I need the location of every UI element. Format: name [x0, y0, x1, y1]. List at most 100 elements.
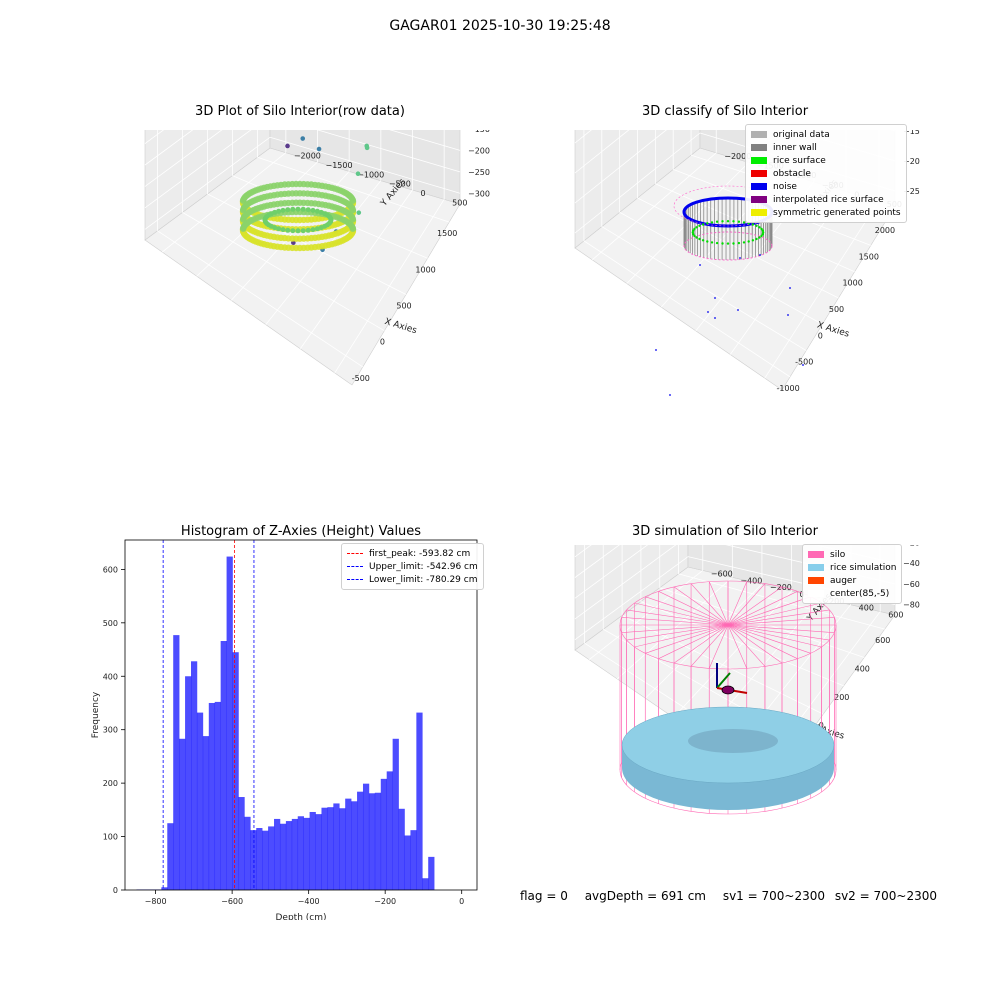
- p2-xtick-label: 1000: [842, 279, 862, 288]
- p2-xtick-label: -500: [795, 358, 813, 367]
- p1-outlier-point: [285, 143, 290, 149]
- p2-ztick-label: −2500: [903, 187, 920, 196]
- histogram-bar: [185, 676, 192, 890]
- p2-noise-point: [655, 349, 657, 351]
- legend-label: inner wall: [773, 142, 817, 153]
- legend-line: [347, 553, 363, 554]
- p1-xtick-label: 1000: [415, 265, 435, 274]
- legend-label: Lower_limit: -780.29 cm: [369, 574, 478, 585]
- p4-xtick-label: 600: [875, 636, 890, 645]
- histogram-bar: [321, 807, 328, 890]
- histogram-bar: [428, 856, 435, 890]
- histogram-bar: [309, 811, 316, 890]
- histogram-bar: [303, 817, 310, 890]
- p3-ytick-label: 500: [103, 619, 118, 628]
- p2-noise-point: [759, 254, 761, 256]
- sv2-text: sv2 = 700~2300: [834, 889, 937, 903]
- sv1-text: sv1 = 700~2300: [722, 889, 825, 903]
- p1-outlier-point: [364, 145, 370, 151]
- histogram-bar: [315, 814, 322, 890]
- legend-label: noise: [773, 181, 797, 192]
- p3-ytick-label: 300: [103, 726, 118, 735]
- plot2-legend-entry: interpolated rice surface: [751, 193, 901, 206]
- p1-x-axis-label: X Axies: [383, 317, 418, 336]
- histogram-bar: [386, 771, 393, 890]
- histogram-bar: [416, 712, 423, 890]
- histogram-bar: [226, 556, 233, 890]
- plot3-legend-entry: first_peak: -593.82 cm: [347, 547, 478, 560]
- p1-ytick-label: −2000: [294, 152, 321, 161]
- p1-outlier-point: [356, 210, 362, 215]
- p4-ztick-label: −200: [903, 545, 920, 548]
- plot3-histogram: −800 −600 −400 −200 0 0 100 200 300 400 500 600 Dept…: [91, 539, 478, 920]
- p4-ytick-label: −600: [711, 569, 733, 578]
- plot2-legend-entry: obstacle: [751, 167, 901, 180]
- plot3-title: Histogram of Z-Axies (Height) Values: [180, 524, 422, 539]
- histogram-bar: [238, 797, 245, 890]
- legend-label: first_peak: -593.82 cm: [369, 548, 471, 559]
- p2-xtick-label: 0: [818, 331, 823, 340]
- plot2-legend-entry: noise: [751, 180, 901, 193]
- legend-label: symmetric generated points: [773, 207, 901, 218]
- p1-xtick-label: -500: [352, 374, 370, 383]
- histogram-bar: [327, 807, 334, 890]
- histogram-bar: [244, 816, 251, 890]
- status-footer: flag = 0 avgDepth = 691 cm sv1 = 700~230…: [520, 889, 950, 903]
- legend-label: interpolated rice surface: [773, 194, 884, 205]
- histogram-bar: [214, 701, 221, 890]
- p3-bars: [136, 556, 435, 890]
- legend-swatch: [751, 183, 767, 190]
- legend-label: obstacle: [773, 168, 811, 179]
- plot4-legend: silo rice simulation auger center(85,-5): [802, 544, 903, 604]
- histogram-bar: [374, 792, 382, 890]
- avg-depth-text: avgDepth = 691 cm: [584, 889, 706, 903]
- legend-label: original data: [773, 129, 830, 140]
- plot2-title: 3D classify of Silo Interior: [641, 104, 809, 119]
- legend-label: silo: [830, 549, 846, 560]
- p2-ztick-label: −1500: [903, 130, 920, 136]
- legend-swatch: [808, 590, 824, 597]
- p2-noise-point: [787, 314, 789, 316]
- p3-xtick-label: −400: [298, 897, 320, 906]
- histogram-bar: [392, 738, 399, 890]
- histogram-bar: [262, 830, 269, 890]
- legend-swatch: [808, 551, 824, 558]
- histogram-bar: [279, 823, 287, 890]
- histogram-bar: [202, 736, 210, 890]
- histogram-bar: [232, 652, 239, 890]
- p1-silo-ring-points: [239, 180, 357, 252]
- p4-ztick-label: −600: [903, 580, 920, 589]
- histogram-bar: [285, 821, 293, 890]
- p4-ztick-label: −400: [903, 559, 920, 568]
- plot2-legend-entry: original data: [751, 128, 901, 141]
- histogram-bar: [422, 878, 429, 890]
- p4-ytick-label: −400: [740, 576, 762, 585]
- p4-ztick-label: −800: [903, 601, 920, 610]
- plot4-legend-entry: rice simulation: [808, 561, 896, 574]
- p3-x-axis-label: Depth (cm): [275, 913, 326, 920]
- plot3-legend-entry: Lower_limit: -780.29 cm: [347, 573, 478, 586]
- p3-xtick-label: −200: [374, 897, 396, 906]
- plot2-legend-entry: symmetric generated points: [751, 206, 901, 219]
- p1-ztick-label: −1500: [468, 130, 490, 134]
- p2-noise-point: [714, 297, 716, 299]
- histogram-bar: [362, 783, 370, 890]
- p2-xtick-label: 2000: [875, 226, 895, 235]
- histogram-bar: [351, 801, 358, 890]
- histogram-bar: [220, 640, 227, 890]
- plot2-legend: original data inner wall rice surface obsta…: [745, 124, 907, 223]
- histogram-bar: [339, 808, 346, 890]
- p2-noise-point: [699, 264, 701, 266]
- p1-outlier-point: [316, 146, 322, 152]
- histogram-bar: [291, 818, 299, 890]
- histogram-bar: [410, 830, 417, 890]
- legend-swatch: [751, 144, 767, 151]
- legend-label: auger: [830, 575, 857, 586]
- legend-line: [347, 566, 363, 567]
- p3-y-axis-label: Frequency: [91, 691, 101, 738]
- plot4-title: 3D simulation of Silo Interior: [632, 524, 818, 539]
- figure-title: GAGAR01 2025-10-30 19:25:48: [389, 18, 611, 34]
- p3-xtick-label: 0: [459, 897, 464, 906]
- p2-interp-ring: [683, 231, 773, 261]
- p3-xtick-label: −800: [145, 897, 167, 906]
